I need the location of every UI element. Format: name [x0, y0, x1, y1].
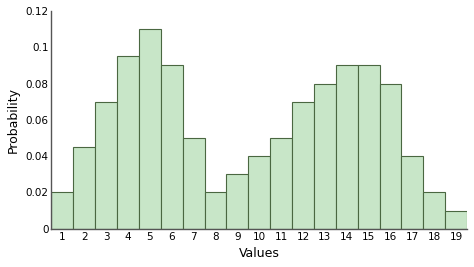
Bar: [314, 84, 336, 229]
Bar: [380, 84, 401, 229]
Bar: [248, 156, 270, 229]
Bar: [270, 138, 292, 229]
Bar: [423, 193, 445, 229]
Bar: [445, 211, 467, 229]
Bar: [227, 174, 248, 229]
Y-axis label: Probability: Probability: [7, 87, 20, 153]
Bar: [161, 65, 182, 229]
Bar: [51, 193, 73, 229]
Bar: [358, 65, 380, 229]
Bar: [182, 138, 205, 229]
Bar: [117, 56, 139, 229]
X-axis label: Values: Values: [239, 247, 280, 260]
Bar: [139, 29, 161, 229]
Bar: [292, 102, 314, 229]
Bar: [205, 193, 227, 229]
Bar: [401, 156, 423, 229]
Bar: [336, 65, 358, 229]
Bar: [95, 102, 117, 229]
Bar: [73, 147, 95, 229]
